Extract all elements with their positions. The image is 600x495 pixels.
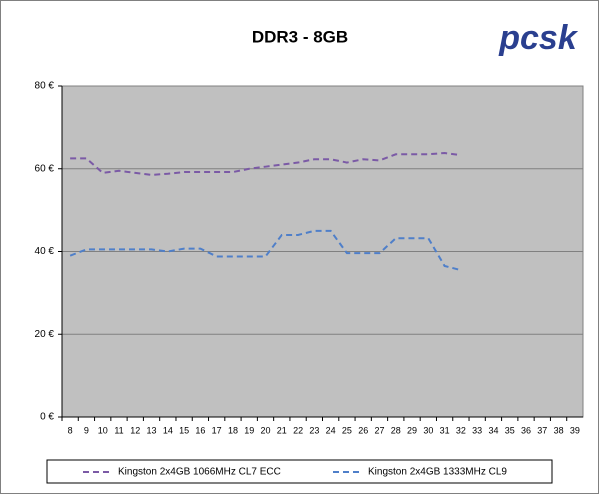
y-tick-label: 0 € — [40, 412, 54, 423]
x-tick-label: 34 — [488, 425, 498, 435]
x-tick-label: 33 — [472, 425, 482, 435]
x-tick-label: 19 — [244, 425, 254, 435]
x-tick-label: 17 — [212, 425, 222, 435]
x-tick-label: 23 — [309, 425, 319, 435]
x-tick-label: 25 — [342, 425, 352, 435]
logo: pcsk — [498, 19, 579, 57]
y-tick-label: 20 € — [35, 329, 55, 340]
x-tick-label: 30 — [423, 425, 433, 435]
x-tick-label: 20 — [261, 425, 271, 435]
x-tick-label: 10 — [98, 425, 108, 435]
y-tick-label: 40 € — [35, 246, 55, 257]
legend-box — [46, 459, 553, 484]
x-tick-label: 8 — [68, 425, 73, 435]
legend-label: Kingston 2x4GB 1066MHz CL7 ECC — [118, 467, 281, 478]
x-tick-label: 32 — [456, 425, 466, 435]
x-tick-label: 37 — [537, 425, 547, 435]
x-tick-label: 13 — [147, 425, 157, 435]
x-tick-label: 38 — [554, 425, 564, 435]
x-tick-label: 9 — [84, 425, 89, 435]
x-tick-label: 18 — [228, 425, 238, 435]
x-tick-label: 16 — [195, 425, 205, 435]
x-tick-label: 28 — [391, 425, 401, 435]
y-tick-label: 60 € — [35, 163, 55, 174]
legend-label: Kingston 2x4GB 1333MHz CL9 — [368, 467, 507, 478]
x-tick-label: 27 — [374, 425, 384, 435]
x-tick-label: 29 — [407, 425, 417, 435]
x-tick-label: 12 — [130, 425, 140, 435]
x-tick-label: 35 — [505, 425, 515, 435]
x-tick-label: 15 — [179, 425, 189, 435]
x-tick-label: 36 — [521, 425, 531, 435]
x-tick-label: 21 — [277, 425, 287, 435]
x-tick-label: 39 — [570, 425, 580, 435]
x-tick-label: 24 — [326, 425, 336, 435]
x-tick-label: 14 — [163, 425, 173, 435]
x-tick-label: 11 — [114, 425, 123, 435]
y-tick-label: 80 € — [35, 81, 55, 92]
x-tick-label: 31 — [440, 425, 450, 435]
x-tick-label: 22 — [293, 425, 303, 435]
series-line — [70, 152, 462, 176]
chart-title: DDR3 - 8GB — [252, 27, 348, 46]
x-tick-label: 26 — [358, 425, 368, 435]
